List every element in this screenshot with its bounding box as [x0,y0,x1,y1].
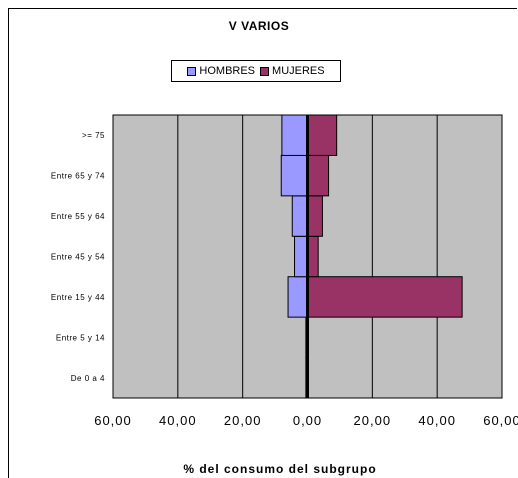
category-label: Entre 65 y 74 [51,172,105,181]
bar-mujeres [308,277,463,317]
category-label: >= 75 [82,131,105,140]
x-tick-label: 20,00 [224,413,262,428]
x-tick-label: 0,00 [293,413,322,428]
bar-hombres [288,277,307,317]
bar-hombres [292,196,307,236]
bar-hombres [295,236,308,276]
category-label: Entre 15 y 44 [51,293,105,302]
bar-hombres [281,155,307,195]
bar-mujeres [308,115,337,155]
category-label: De 0 a 4 [71,374,105,383]
category-label: Entre 55 y 64 [51,212,105,221]
x-tick-label: 60,00 [483,413,518,428]
x-tick-label: 40,00 [418,413,456,428]
category-label: Entre 45 y 54 [51,253,105,262]
bar-mujeres [308,155,329,195]
category-label: Entre 5 y 14 [56,333,105,342]
bar-mujeres [308,236,319,276]
x-tick-label: 40,00 [159,413,197,428]
x-tick-label: 60,00 [94,413,132,428]
x-axis-title: % del consumo del subgrupo [0,462,518,476]
bar-mujeres [308,196,323,236]
x-tick-label: 20,00 [354,413,392,428]
bar-hombres [282,115,308,155]
